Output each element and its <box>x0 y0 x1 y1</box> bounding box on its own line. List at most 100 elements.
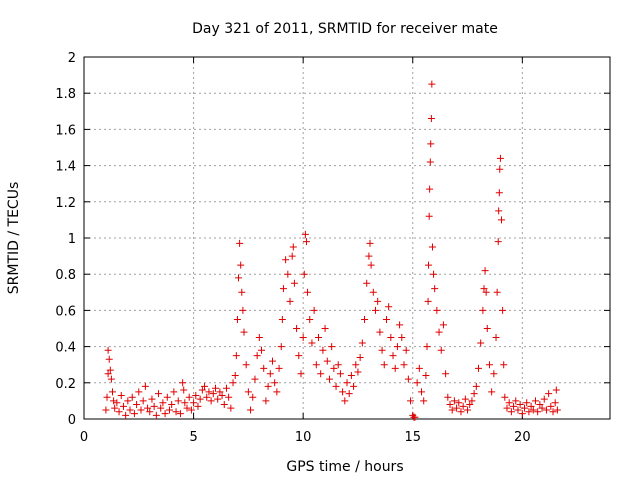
data-point-marker <box>312 361 320 369</box>
data-point-marker <box>201 382 209 390</box>
data-point-marker <box>128 393 136 401</box>
data-point-marker <box>461 395 469 403</box>
data-point-marker <box>232 352 240 360</box>
data-point-marker <box>227 404 235 412</box>
data-point-marker <box>512 397 520 405</box>
data-point-marker <box>293 325 301 332</box>
data-point-marker <box>299 334 307 342</box>
data-point-marker <box>385 303 393 311</box>
data-point-marker <box>108 388 116 396</box>
data-point-marker <box>428 243 436 251</box>
data-point-marker <box>404 375 412 383</box>
data-point-marker <box>330 364 338 372</box>
data-point-marker <box>352 361 360 369</box>
data-point-marker <box>466 401 474 409</box>
data-point-marker <box>282 256 290 264</box>
data-point-marker <box>253 352 261 360</box>
data-point-marker <box>205 388 213 396</box>
data-point-marker <box>332 382 340 390</box>
y-tick-label: 2 <box>68 51 76 66</box>
data-point-marker <box>264 382 272 390</box>
data-point-marker <box>122 411 130 419</box>
data-point-marker <box>190 399 198 407</box>
data-point-marker <box>488 388 496 396</box>
y-tick-label: 0.4 <box>55 341 76 356</box>
data-point-marker <box>527 402 535 410</box>
chart-title: Day 321 of 2011, SRMTID for receiver mat… <box>192 21 498 37</box>
data-point-marker <box>495 207 503 215</box>
data-point-marker <box>498 216 506 224</box>
axis-ticks <box>83 56 610 420</box>
data-point-marker <box>225 393 233 401</box>
data-point-marker <box>499 306 507 314</box>
data-point-marker <box>374 297 382 305</box>
data-point-marker <box>336 370 344 378</box>
data-point-marker <box>534 408 542 416</box>
data-point-marker <box>117 391 125 399</box>
data-point-marker <box>258 346 266 354</box>
data-point-marker <box>288 252 296 260</box>
data-point-marker <box>209 390 217 398</box>
data-point-marker <box>183 404 191 412</box>
data-point-marker <box>437 346 445 354</box>
data-point-marker <box>448 406 456 414</box>
data-point-marker <box>146 408 154 416</box>
data-point-marker <box>536 401 544 409</box>
data-point-marker <box>306 315 314 323</box>
data-point-marker <box>525 408 533 416</box>
data-point-marker <box>347 372 355 380</box>
data-point-marker <box>247 406 255 414</box>
data-point-marker <box>328 343 336 351</box>
data-point-marker <box>152 411 160 419</box>
data-point-marker <box>496 154 504 162</box>
data-point-marker <box>505 399 513 407</box>
data-point-marker <box>271 379 279 387</box>
y-tick-label: 1.6 <box>55 123 76 138</box>
data-point-marker <box>551 399 559 407</box>
x-tick-label: 20 <box>514 430 531 445</box>
data-point-marker <box>300 270 308 278</box>
data-point-marker <box>119 402 127 410</box>
data-point-marker <box>547 402 555 410</box>
data-point-marker <box>459 402 467 410</box>
data-point-marker <box>427 140 435 148</box>
data-point-marker <box>426 158 434 166</box>
data-point-marker <box>411 413 419 421</box>
data-point-marker <box>376 328 384 336</box>
data-point-marker <box>113 399 121 407</box>
data-point-marker <box>139 397 147 405</box>
data-point-marker <box>453 404 461 412</box>
data-point-marker <box>422 372 430 380</box>
data-point-marker <box>102 406 110 414</box>
data-point-marker <box>503 404 511 412</box>
data-point-marker <box>277 343 285 351</box>
data-point-marker <box>135 388 143 396</box>
data-point-marker <box>161 410 169 418</box>
data-point-marker <box>455 399 463 407</box>
data-point-marker <box>501 393 509 401</box>
data-point-marker <box>470 390 478 398</box>
data-point-marker <box>457 408 465 416</box>
data-point-marker <box>181 399 189 407</box>
data-point-marker <box>483 325 491 332</box>
data-point-marker <box>237 261 245 269</box>
data-point-marker <box>475 364 482 372</box>
data-point-marker <box>540 395 548 403</box>
data-point-marker <box>235 274 243 282</box>
y-axis-label: SRMTID / TECUs <box>6 182 22 295</box>
data-point-marker <box>315 334 323 342</box>
data-point-marker <box>301 230 309 238</box>
data-point-marker <box>472 382 480 390</box>
data-point-marker <box>231 372 239 380</box>
data-point-marker <box>334 361 342 369</box>
data-point-marker <box>148 395 156 403</box>
data-point-marker <box>233 315 241 323</box>
data-point-marker <box>319 346 327 354</box>
data-point-marker <box>413 379 421 387</box>
data-point-marker <box>369 288 377 296</box>
data-point-marker <box>255 334 263 342</box>
data-point-marker <box>240 328 248 336</box>
data-points <box>102 80 561 421</box>
data-point-marker <box>485 361 493 369</box>
data-point-marker <box>424 297 432 305</box>
